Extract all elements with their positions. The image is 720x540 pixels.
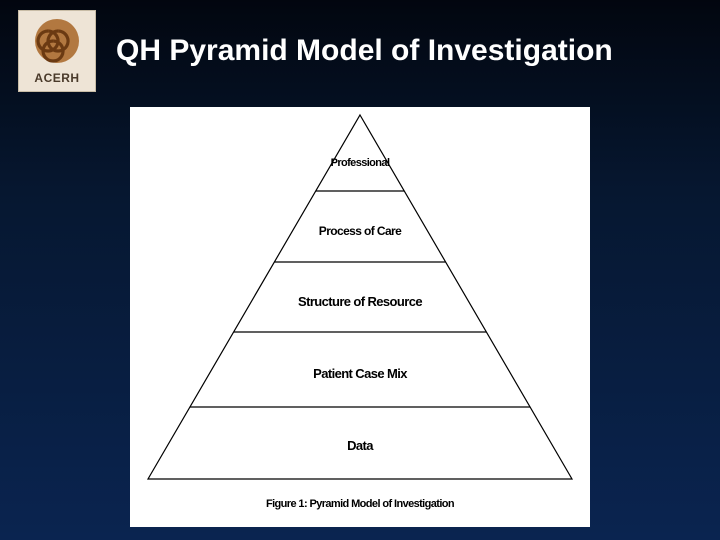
pyramid-svg (130, 107, 590, 527)
page-title: QH Pyramid Model of Investigation (116, 34, 613, 68)
pyramid-level-3: Patient Case Mix (130, 366, 590, 381)
figure-caption: Figure 1: Pyramid Model of Investigation (130, 498, 590, 510)
header: ACERH QH Pyramid Model of Investigation (0, 0, 720, 92)
pyramid-level-0: Professional (130, 157, 590, 169)
logo-icon (28, 17, 86, 69)
logo-label: ACERH (34, 71, 79, 85)
pyramid-level-2: Structure of Resource (130, 294, 590, 309)
pyramid-figure: Professional Process of Care Structure of … (130, 107, 590, 527)
pyramid-level-4: Data (130, 438, 590, 453)
pyramid-level-1: Process of Care (130, 224, 590, 238)
acerh-logo: ACERH (18, 10, 96, 92)
